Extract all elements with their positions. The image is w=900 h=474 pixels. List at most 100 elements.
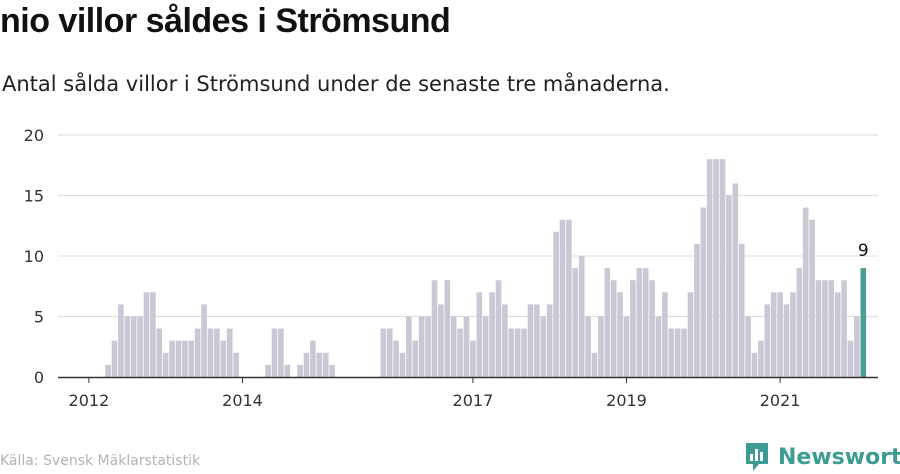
- y-tick-label: 10: [24, 247, 44, 266]
- bar: [194, 328, 201, 377]
- bar: [502, 304, 508, 377]
- bar: [559, 219, 566, 377]
- bar: [418, 316, 425, 377]
- bar: [534, 304, 540, 377]
- bar: [713, 159, 719, 377]
- bar: [393, 340, 399, 377]
- bar: [598, 316, 604, 377]
- bar: [764, 304, 771, 377]
- bar: [668, 328, 675, 377]
- bar: [527, 304, 534, 377]
- bar: [572, 268, 579, 377]
- latest-value-label: 9: [858, 241, 869, 261]
- bar: [521, 328, 527, 377]
- bar: [476, 292, 483, 377]
- bars: [105, 159, 867, 377]
- chart-subtitle: Antal sålda villor i Strömsund under de …: [2, 72, 670, 96]
- bar: [694, 243, 700, 377]
- bar: [732, 183, 739, 377]
- bar: [719, 159, 726, 377]
- bar: [546, 304, 553, 377]
- bar: [457, 328, 463, 377]
- bar: [431, 280, 438, 377]
- bar: [489, 292, 495, 377]
- bar: [214, 328, 220, 377]
- bar: [508, 328, 515, 377]
- bar: [783, 304, 790, 377]
- bar: [706, 159, 713, 377]
- bar: [265, 364, 271, 377]
- bar: [207, 328, 214, 377]
- bar: [681, 328, 687, 377]
- bar: [802, 207, 809, 377]
- bar: [271, 328, 278, 377]
- newsworthy-logo[interactable]: Newsworthy: [744, 441, 900, 473]
- bar: [777, 292, 783, 377]
- bar: [822, 280, 828, 377]
- x-tick-label: 2012: [69, 391, 110, 410]
- bar: [649, 280, 655, 377]
- bar: [412, 340, 419, 377]
- bar: [604, 268, 611, 377]
- x-tick-label: 2019: [606, 391, 647, 410]
- bar: [329, 364, 335, 377]
- bar: [841, 280, 847, 377]
- y-axis-labels: 0 5 10 15 20: [24, 126, 44, 387]
- bar: [118, 304, 124, 377]
- bar: [790, 292, 796, 377]
- bar: [585, 316, 591, 377]
- bar: [406, 316, 412, 377]
- bar: [124, 316, 131, 377]
- y-tick-label: 20: [24, 126, 44, 145]
- bar: [758, 340, 764, 377]
- bar: [828, 280, 835, 377]
- x-tick-label: 2021: [760, 391, 801, 410]
- bar: [495, 280, 502, 377]
- bar: [399, 352, 406, 377]
- y-tick-label: 5: [34, 308, 44, 327]
- bar: [514, 328, 521, 377]
- y-tick-label: 0: [34, 368, 44, 387]
- bar: [847, 340, 854, 377]
- bar: [809, 219, 815, 377]
- x-axis-labels: 2012 2014 2017 2019 2021: [69, 391, 801, 410]
- bar: [175, 340, 182, 377]
- bar: [226, 328, 233, 377]
- bar: [425, 316, 431, 377]
- chart-title: nio villor såldes i Strömsund: [0, 2, 451, 40]
- bar: [278, 328, 284, 377]
- bar: [137, 316, 143, 377]
- bar: [322, 352, 329, 377]
- bar: [540, 316, 547, 377]
- bar: [111, 340, 118, 377]
- bar-chart-logo-icon: [746, 443, 768, 471]
- bar: [854, 316, 860, 377]
- bar: [751, 352, 758, 377]
- bar: [726, 195, 732, 377]
- bar: [188, 340, 195, 377]
- bar: [162, 352, 169, 377]
- x-tick-label: 2014: [222, 391, 263, 410]
- bar: [578, 256, 585, 377]
- bar-latest: [860, 268, 867, 377]
- bar: [482, 316, 489, 377]
- bar: [655, 316, 662, 377]
- bar: [745, 316, 751, 377]
- bar: [591, 352, 598, 377]
- bar: [303, 352, 310, 377]
- bar: [438, 304, 444, 377]
- bar: [687, 292, 694, 377]
- bar: [297, 364, 303, 377]
- bar: [617, 292, 623, 377]
- bar: [130, 316, 137, 377]
- bar: [674, 328, 681, 377]
- bar: [310, 340, 316, 377]
- bar: [150, 292, 156, 377]
- bar: [284, 364, 291, 377]
- source-note: Källa: Svensk Mäklarstatistik: [0, 453, 201, 469]
- bar: [444, 280, 451, 377]
- bar: [566, 219, 572, 377]
- bar: [770, 292, 777, 377]
- bar: [463, 316, 470, 377]
